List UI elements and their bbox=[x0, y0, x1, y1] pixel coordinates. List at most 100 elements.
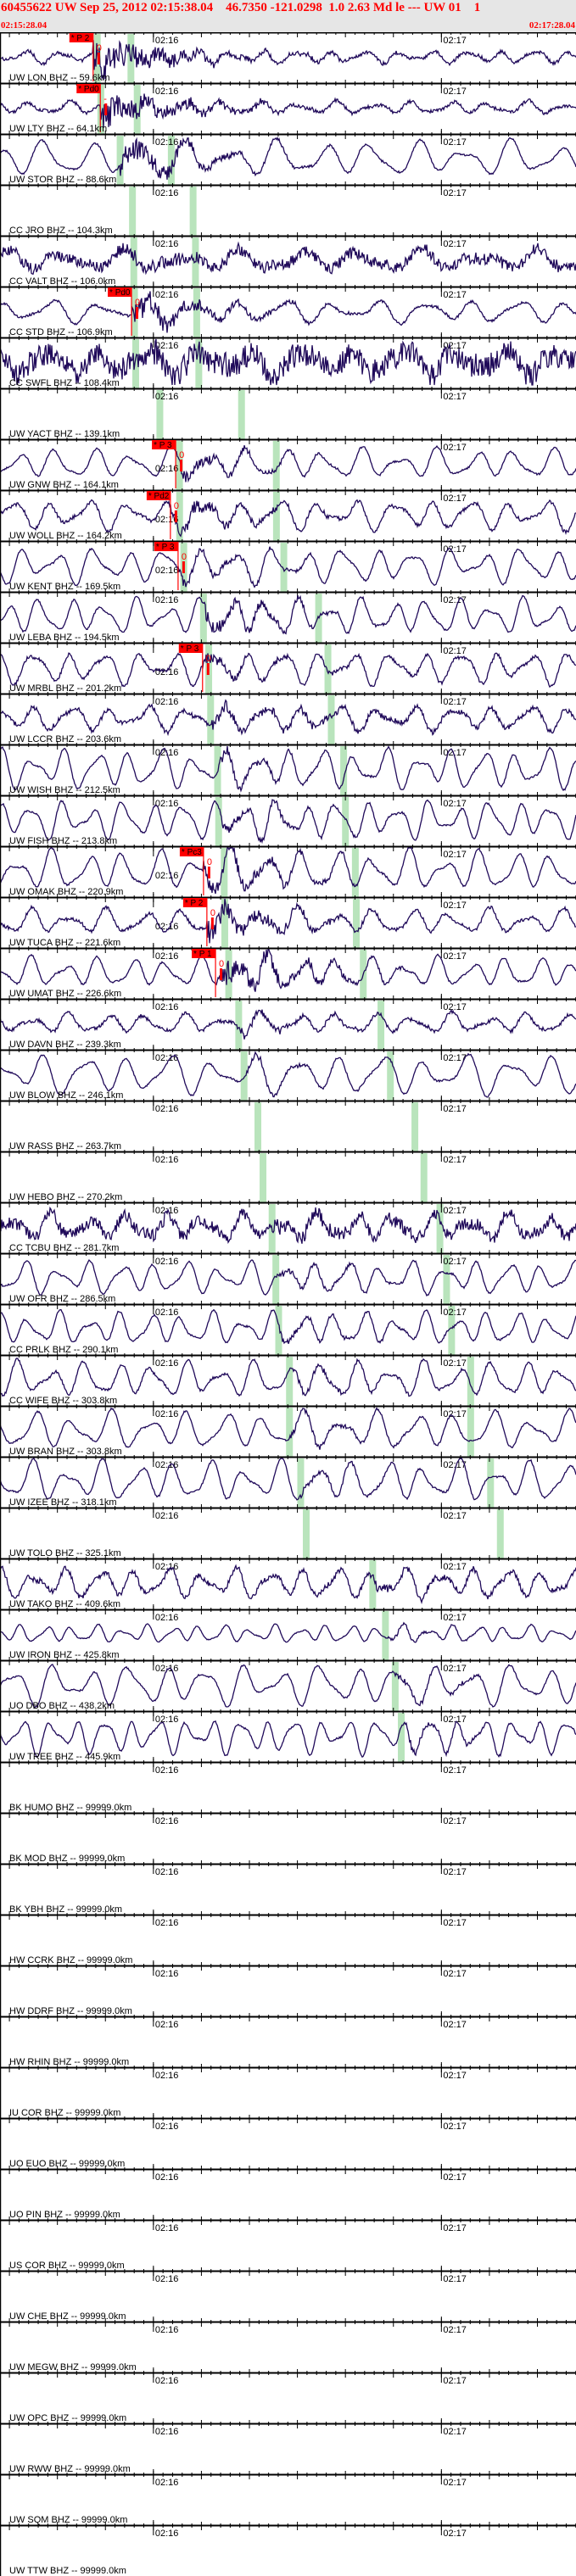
minute-tick-label: 02:16 bbox=[155, 2529, 179, 2539]
station-panel: 02:16 02:17 UW TTW BHZ -- 99999.0km bbox=[0, 2520, 576, 2576]
p-arrival-band bbox=[221, 899, 228, 948]
station-label: CC STD BHZ -- 106.9km bbox=[9, 327, 113, 337]
pick-flag[interactable] bbox=[152, 440, 176, 449]
station-label: UW IZEE BHZ -- 318.1km bbox=[9, 1497, 117, 1508]
waveform-trace bbox=[0, 546, 576, 588]
minute-tick-label: 02:16 bbox=[155, 1816, 179, 1826]
station-panel: 02:16 02:17 * Pc3 0 UW OMAK BHZ -- 220.9km bbox=[0, 841, 576, 897]
pick-flag[interactable] bbox=[179, 847, 204, 856]
station-panel: 02:16 02:17 * P 3 0 UW KENT BHZ -- 169.5km bbox=[0, 536, 576, 592]
pick-weight: 0 bbox=[207, 857, 212, 867]
pick-label: * P 3 bbox=[181, 644, 199, 654]
station-label: CC JRO BHZ -- 104.3km bbox=[9, 226, 113, 236]
minute-tick-label: 02:16 bbox=[155, 1969, 179, 1979]
station-label: UW CHE BHZ -- 99999.0km bbox=[9, 2311, 126, 2322]
pick-flag[interactable] bbox=[154, 542, 178, 551]
station-label: UW HEBO BHZ -- 270.2km bbox=[9, 1192, 122, 1202]
p-arrival-band bbox=[254, 1102, 262, 1151]
minute-tick-label: 02:17 bbox=[443, 2325, 467, 2335]
waveform-trace bbox=[0, 1206, 576, 1244]
pick-flag[interactable] bbox=[182, 898, 207, 907]
station-label: UW KENT BHZ -- 169.5km bbox=[9, 582, 120, 592]
pick-flag[interactable] bbox=[192, 949, 216, 958]
minute-tick-label: 02:17 bbox=[443, 2122, 467, 2132]
s-arrival-band bbox=[443, 1255, 450, 1304]
pick-flag[interactable] bbox=[108, 287, 132, 297]
station-label: UW LCCR BHZ -- 203.6km bbox=[9, 734, 121, 744]
p-arrival-band bbox=[156, 390, 164, 439]
station-panel: 02:16 02:17 UW BRAN BHZ -- 303.8km bbox=[0, 1401, 576, 1457]
minute-tick-label: 02:16 bbox=[155, 1104, 179, 1114]
s-arrival-band bbox=[280, 543, 288, 592]
minute-tick-label: 02:16 bbox=[155, 799, 179, 809]
minute-tick-label: 02:17 bbox=[443, 137, 467, 148]
station-label: UW OFR BHZ -- 286.5km bbox=[9, 1294, 115, 1304]
station-panel: 02:16 02:17 UW LCCR BHZ -- 203.6km bbox=[0, 689, 576, 744]
station-label: UW TAKO BHZ -- 409.6km bbox=[9, 1599, 120, 1609]
station-label: HW CCRK BHZ -- 99999.0km bbox=[9, 1955, 132, 1965]
station-label: CC TCBU BHZ -- 281.7km bbox=[9, 1243, 119, 1253]
p-arrival-band bbox=[369, 1560, 377, 1609]
station-panel: 02:16 02:17 * P 3 0 UW MRBL BHZ -- 201.2km bbox=[0, 638, 576, 694]
pick-flag[interactable] bbox=[146, 491, 171, 500]
p-arrival-band bbox=[398, 1713, 405, 1762]
station-panel: 02:16 02:17 HW DDRF BHZ -- 99999.0km bbox=[0, 1960, 576, 2016]
p-arrival-band bbox=[382, 1611, 389, 1660]
waveform-trace bbox=[0, 241, 576, 276]
minute-tick-label: 02:16 bbox=[155, 1460, 179, 1470]
pick-flag[interactable] bbox=[69, 33, 93, 42]
station-label: UW TTW BHZ -- 99999.0km bbox=[9, 2566, 126, 2576]
minute-tick-label: 02:16 bbox=[155, 1155, 179, 1165]
s-arrival-band bbox=[353, 899, 361, 948]
station-panel: 02:16 02:17 UW FISH BHZ -- 213.8km bbox=[0, 790, 576, 846]
pick-label: * Pc3 bbox=[182, 848, 202, 857]
minute-tick-label: 02:16 bbox=[155, 1715, 179, 1725]
pick-flag[interactable] bbox=[178, 644, 203, 653]
minute-tick-label: 02:16 bbox=[155, 290, 179, 300]
station-label: UO EUO BHZ -- 99999.0km bbox=[9, 2159, 125, 2169]
station-label: IU COR BHZ -- 99999.0km bbox=[9, 2108, 120, 2118]
minute-tick-label: 02:17 bbox=[443, 1613, 467, 1623]
minute-tick-label: 02:16 bbox=[155, 239, 179, 249]
station-label: UW RASS BHZ -- 263.7km bbox=[9, 1141, 121, 1151]
minute-tick-label: 02:16 bbox=[155, 1511, 179, 1521]
pick-weight: 0 bbox=[219, 959, 224, 969]
pick-weight: 0 bbox=[210, 908, 215, 918]
minute-tick-label: 02:17 bbox=[443, 1053, 467, 1063]
window-start-time: 02:15:28.04 bbox=[1, 20, 48, 31]
pick-duration-bar bbox=[210, 917, 214, 929]
s-arrival-band bbox=[324, 644, 332, 694]
pick-weight: - bbox=[103, 94, 107, 104]
minute-tick-label: 02:16 bbox=[155, 1002, 179, 1012]
minute-tick-label: 02:17 bbox=[443, 1969, 467, 1979]
station-panel: 02:16 02:17 * Pd0- UW LTY BHZ -- 64.1km bbox=[0, 78, 576, 134]
p-arrival-band bbox=[286, 1408, 294, 1457]
p-arrival-band bbox=[97, 85, 104, 134]
minute-tick-label: 02:17 bbox=[443, 1460, 467, 1470]
station-panel: 02:16 02:17 UO PIN BHZ -- 99999.0km bbox=[0, 2164, 576, 2220]
waveform-trace bbox=[0, 136, 576, 180]
minute-tick-label: 02:16 bbox=[155, 667, 179, 677]
minute-tick-label: 02:17 bbox=[443, 2274, 467, 2284]
minute-tick-label: 02:17 bbox=[443, 36, 467, 46]
minute-tick-label: 02:16 bbox=[155, 2427, 179, 2437]
pick-flag[interactable] bbox=[76, 84, 101, 93]
minute-tick-label: 02:16 bbox=[155, 137, 179, 148]
s-arrival-band bbox=[436, 1204, 444, 1253]
minute-tick-label: 02:17 bbox=[443, 2427, 467, 2437]
minute-tick-label: 02:17 bbox=[443, 1562, 467, 1572]
event-header: 60455622 UW Sep 25, 2012 02:15:38.04 46.… bbox=[0, 0, 576, 32]
waveform-trace bbox=[0, 745, 576, 793]
s-arrival-band bbox=[189, 187, 197, 236]
station-panel: 02:16 02:17 UW CHE BHZ -- 99999.0km bbox=[0, 2266, 576, 2322]
s-arrival-band bbox=[238, 390, 245, 439]
p-arrival-band bbox=[215, 797, 222, 846]
p-arrival-band bbox=[235, 1001, 243, 1050]
p-arrival-band bbox=[302, 1509, 310, 1558]
p-arrival-band bbox=[131, 288, 138, 337]
waveform-trace bbox=[0, 1407, 576, 1450]
s-arrival-band bbox=[467, 1357, 474, 1406]
minute-tick-label: 02:16 bbox=[155, 2478, 179, 2488]
station-panel: 02:16 02:17 US COR BHZ -- 99999.0km bbox=[0, 2215, 576, 2271]
